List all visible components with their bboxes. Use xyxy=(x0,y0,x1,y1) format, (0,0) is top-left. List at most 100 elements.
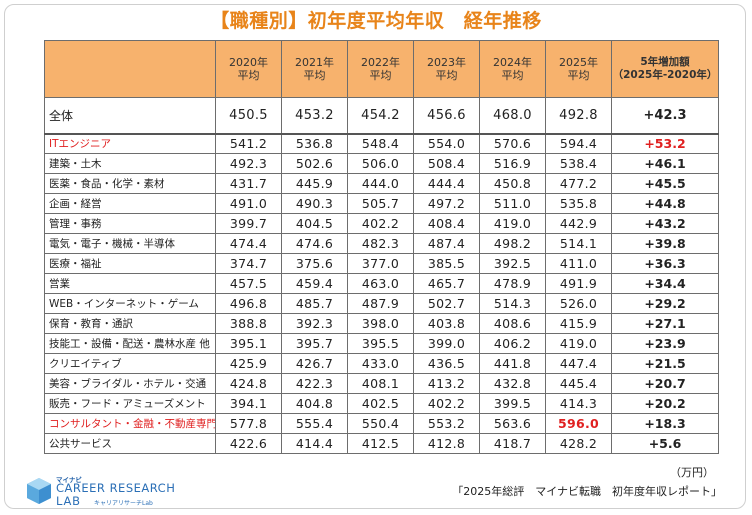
value-cell: 428.2 xyxy=(545,433,612,454)
value-cell: 468.0 xyxy=(479,97,546,135)
value-cell: 594.4 xyxy=(545,133,612,154)
increase-cell: +23.9 xyxy=(611,333,719,354)
value-cell: 496.8 xyxy=(215,293,282,314)
increase-cell: +44.8 xyxy=(611,193,719,214)
increase-cell: +42.3 xyxy=(611,97,719,135)
value-cell: 555.4 xyxy=(281,413,348,434)
value-cell: 414.3 xyxy=(545,393,612,414)
value-cell: 403.8 xyxy=(413,313,480,334)
logo-line2: LAB xyxy=(56,494,81,508)
value-cell: 553.2 xyxy=(413,413,480,434)
value-cell: 548.4 xyxy=(347,133,414,154)
value-cell: 487.4 xyxy=(413,233,480,254)
value-cell: 395.1 xyxy=(215,333,282,354)
table-row: 保育・教育・通訳 388.8 392.3 398.0 403.8 408.6 415.9 +2… xyxy=(44,313,719,334)
increase-cell: +46.1 xyxy=(611,153,719,174)
value-cell: 506.0 xyxy=(347,153,414,174)
cube-logo-icon xyxy=(27,478,51,504)
value-cell: 399.5 xyxy=(479,393,546,414)
salary-table: 2020年 平均 2021年 平均 2022年 平均 2023年 平均 2024年 平均 … xyxy=(44,40,719,454)
value-cell: 474.6 xyxy=(281,233,348,254)
value-cell: 505.7 xyxy=(347,193,414,214)
value-cell: 412.8 xyxy=(413,433,480,454)
increase-cell: +53.2 xyxy=(611,133,719,154)
value-cell: 450.5 xyxy=(215,97,282,135)
value-cell: 570.6 xyxy=(479,133,546,154)
value-cell: 453.2 xyxy=(281,97,348,135)
value-cell: 516.9 xyxy=(479,153,546,174)
value-cell: 536.8 xyxy=(281,133,348,154)
value-cell: 450.8 xyxy=(479,173,546,194)
value-cell: 402.2 xyxy=(413,393,480,414)
row-category: 建築・土木 xyxy=(44,153,216,174)
value-cell: 445.9 xyxy=(281,173,348,194)
value-cell: 577.8 xyxy=(215,413,282,434)
increase-cell: +20.7 xyxy=(611,373,719,394)
table-row: 技能工・設備・配送・農林水産 他 395.1 395.7 395.5 399.0 406.… xyxy=(44,333,719,354)
col-header-2020: 2020年 平均 xyxy=(215,40,282,98)
value-cell: 426.7 xyxy=(281,353,348,374)
value-cell: 411.0 xyxy=(545,253,612,274)
col-header-increase: 5年増加額 （2025年-2020年） xyxy=(611,40,719,98)
row-category: WEB・インターネット・ゲーム xyxy=(44,293,216,314)
value-cell: 402.5 xyxy=(347,393,414,414)
value-cell: 445.4 xyxy=(545,373,612,394)
row-category: ITエンジニア xyxy=(44,133,216,154)
value-cell: 541.2 xyxy=(215,133,282,154)
value-cell: 413.2 xyxy=(413,373,480,394)
value-cell: 422.6 xyxy=(215,433,282,454)
value-cell: 377.0 xyxy=(347,253,414,274)
value-cell: 508.4 xyxy=(413,153,480,174)
value-cell: 398.0 xyxy=(347,313,414,334)
value-cell: 388.8 xyxy=(215,313,282,334)
table-row: 管理・事務 399.7 404.5 402.2 408.4 419.0 442.9 +43.2 xyxy=(44,213,719,234)
value-cell: 415.9 xyxy=(545,313,612,334)
total-row: 全体 450.5 453.2 454.2 456.6 468.0 492.8 +42.3 xyxy=(44,97,719,135)
value-cell: 538.4 xyxy=(545,153,612,174)
value-cell: 474.4 xyxy=(215,233,282,254)
row-category: コンサルタント・金融・不動産専門職 xyxy=(44,413,216,434)
value-cell: 436.5 xyxy=(413,353,480,374)
career-research-lab-logo: マイナビ CAREER RESEARCH LAB キャリアリサーチLab xyxy=(16,474,186,510)
value-cell: 502.7 xyxy=(413,293,480,314)
value-cell: 374.7 xyxy=(215,253,282,274)
value-cell: 454.2 xyxy=(347,97,414,135)
row-category: 電気・電子・機械・半導体 xyxy=(44,233,216,254)
value-cell: 442.9 xyxy=(545,213,612,234)
col-header-2021: 2021年 平均 xyxy=(281,40,348,98)
value-cell: 490.3 xyxy=(281,193,348,214)
value-cell: 406.2 xyxy=(479,333,546,354)
value-cell: 395.5 xyxy=(347,333,414,354)
row-category: 医療・福祉 xyxy=(44,253,216,274)
value-cell: 550.4 xyxy=(347,413,414,434)
row-category: 公共サービス xyxy=(44,433,216,454)
value-cell: 431.7 xyxy=(215,173,282,194)
value-cell: 419.0 xyxy=(545,333,612,354)
value-cell: 485.7 xyxy=(281,293,348,314)
value-cell: 457.5 xyxy=(215,273,282,294)
table-row: 建築・土木 492.3 502.6 506.0 508.4 516.9 538.4 +46.1 xyxy=(44,153,719,174)
value-cell: 463.0 xyxy=(347,273,414,294)
value-cell: 492.8 xyxy=(545,97,612,135)
value-cell: 433.0 xyxy=(347,353,414,374)
increase-cell: +34.4 xyxy=(611,273,719,294)
logo-line1: CAREER RESEARCH xyxy=(56,481,176,495)
increase-cell: +43.2 xyxy=(611,213,719,234)
table-body: 全体 450.5 453.2 454.2 456.6 468.0 492.8 +42.3 ITエ… xyxy=(44,97,719,454)
value-cell: 502.6 xyxy=(281,153,348,174)
value-cell: 596.0 xyxy=(545,413,612,434)
value-cell: 412.5 xyxy=(347,433,414,454)
value-cell: 394.1 xyxy=(215,393,282,414)
value-cell: 465.7 xyxy=(413,273,480,294)
table-row: 医薬・食品・化学・素材 431.7 445.9 444.0 444.4 450.8 477.… xyxy=(44,173,719,194)
increase-cell: +18.3 xyxy=(611,413,719,434)
row-category: 保育・教育・通訳 xyxy=(44,313,216,334)
value-cell: 404.5 xyxy=(281,213,348,234)
table-row: ITエンジニア 541.2 536.8 548.4 554.0 570.6 594.4 +53… xyxy=(44,133,719,154)
value-cell: 459.4 xyxy=(281,273,348,294)
row-category: 管理・事務 xyxy=(44,213,216,234)
value-cell: 418.7 xyxy=(479,433,546,454)
value-cell: 392.5 xyxy=(479,253,546,274)
value-cell: 497.2 xyxy=(413,193,480,214)
row-category: 技能工・設備・配送・農林水産 他 xyxy=(44,333,216,354)
